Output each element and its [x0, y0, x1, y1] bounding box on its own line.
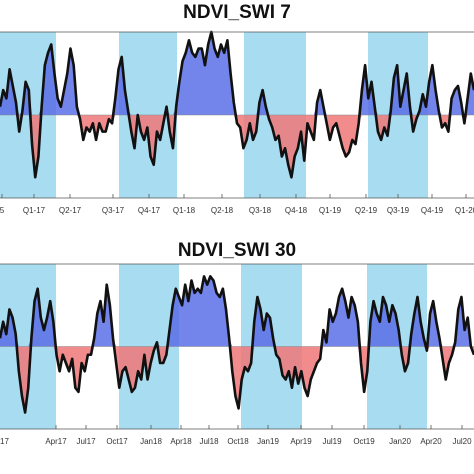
negative-anomaly-fill	[0, 115, 474, 178]
x-tick-label: Apr20	[420, 437, 442, 446]
chart-title: NDVI_SWI 30	[177, 240, 297, 261]
x-tick-label: 5	[0, 206, 5, 215]
negative-anomaly-fill	[0, 346, 474, 413]
series-line	[0, 275, 474, 414]
x-tick-label: Q1-18	[173, 206, 196, 215]
x-tick-label: Apr17	[45, 437, 67, 446]
x-tick-label: Oct18	[227, 437, 249, 446]
x-tick-label: Q4-18	[285, 206, 308, 215]
x-tick-label: Apr18	[170, 437, 192, 446]
x-tick-label: Q1-19	[319, 206, 342, 215]
chart-plot: 5 Q1-17 Q2-17 Q3-17 Q4-17 Q1-18 Q2-18 Q3-18 Q4-1…	[0, 30, 474, 215]
x-tick-label: Q1-17	[23, 206, 46, 215]
chart-panel-ndvi-swi-7: NDVI_SWI 7 5 Q1-17 Q2-17 Q3-17 Q4-17 Q1-18 Q2-…	[0, 2, 474, 215]
x-tick-label: Oct17	[106, 437, 128, 446]
positive-anomaly-fill	[0, 32, 474, 115]
x-tick-label: Oct19	[353, 437, 375, 446]
x-tick-label: Apr19	[290, 437, 312, 446]
chart-panel-ndvi-swi-30: NDVI_SWI 30 Jan17 Apr17 Jul17 Oct17 Jan18 Apr…	[0, 237, 474, 474]
x-tick-label: Q3-18	[249, 206, 272, 215]
x-tick-label: Q1-20	[455, 206, 474, 215]
x-tick-label: Jul17	[76, 437, 96, 446]
x-tick-label: Jul19	[322, 437, 342, 446]
series-line	[0, 30, 474, 179]
x-tick-label: Jan20	[389, 437, 411, 446]
x-tick-label: Q3-19	[387, 206, 410, 215]
x-tick-label: Q3-17	[102, 206, 125, 215]
x-tick-label: Jul20	[452, 437, 472, 446]
x-tick-label: Jan19	[257, 437, 279, 446]
chart-plot: Jan17 Apr17 Jul17 Oct17 Jan18 Apr18 Jul18 Oct18…	[0, 263, 474, 446]
x-tick-label: Q2-18	[211, 206, 234, 215]
x-tick-label: Jul18	[199, 437, 219, 446]
x-tick-label: Q2-19	[355, 206, 378, 215]
x-tick-label: Jan18	[140, 437, 162, 446]
x-tick-label: Q4-19	[421, 206, 444, 215]
positive-anomaly-fill	[0, 276, 474, 347]
chart-title: NDVI_SWI 7	[183, 2, 291, 23]
x-tick-label: Q4-17	[138, 206, 161, 215]
x-tick-label: Jan17	[0, 437, 9, 446]
x-tick-label: Q2-17	[59, 206, 82, 215]
